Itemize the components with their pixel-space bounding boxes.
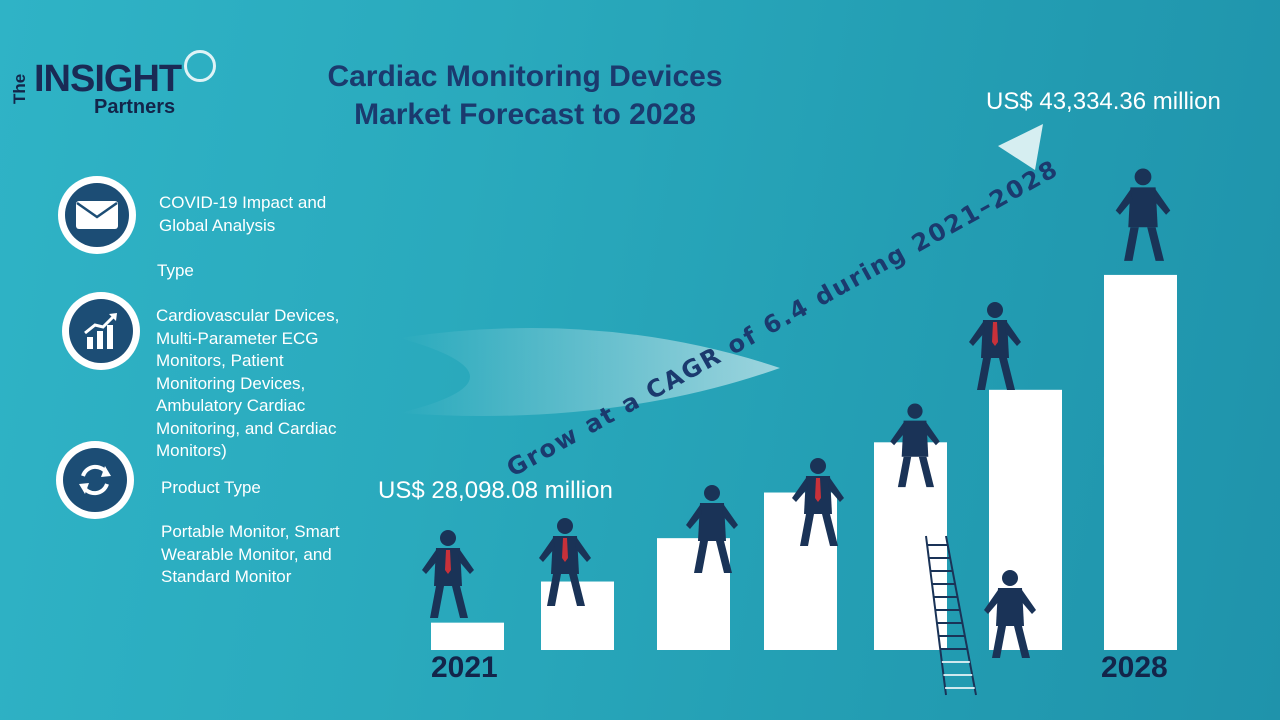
product-type-list: Portable Monitor, Smart Wearable Monitor…: [161, 521, 340, 589]
title-line-2: Market Forecast to 2028: [354, 98, 696, 131]
businessman-figure: [792, 458, 844, 546]
product-line: Portable Monitor, Smart: [161, 522, 340, 541]
bar-2021: [431, 622, 504, 650]
covid-icon-badge: [58, 176, 136, 254]
product-line: Wearable Monitor, and: [161, 544, 332, 564]
product-line: Standard Monitor: [161, 567, 292, 586]
bar-2028: [1104, 274, 1177, 650]
type-line: Monitoring Devices,: [156, 373, 306, 393]
business-figures: [422, 168, 1171, 696]
insight-partners-logo: The INSIGHT Partners: [8, 48, 218, 128]
page-title: Cardiac Monitoring Devices Market Foreca…: [290, 58, 760, 134]
title-line-1: Cardiac Monitoring Devices: [327, 60, 723, 93]
type-line: Ambulatory Cardiac: [156, 396, 306, 415]
logo-insight-text: INSIGHT: [34, 58, 182, 100]
businessman-figure: [984, 570, 1036, 658]
bar-2025: [874, 442, 947, 650]
swoosh-decoration: [400, 328, 780, 416]
refresh-cycle-icon: [79, 464, 111, 496]
type-line: Monitors): [156, 441, 227, 460]
businessman-figure: [422, 530, 474, 618]
type-line: Monitors, Patient: [156, 351, 284, 370]
businessman-figure: [539, 518, 591, 606]
ladder-icon: [925, 535, 977, 696]
covid-analysis-text: COVID-19 Impact and Global Analysis: [159, 192, 326, 237]
businessman-figure: [1115, 168, 1171, 261]
type-line: Multi-Parameter ECG: [156, 328, 319, 348]
envelope-icon: [76, 201, 118, 229]
product-icon-badge: [56, 441, 134, 519]
arrow-head-icon: [998, 124, 1043, 170]
businessman-figure: [686, 485, 738, 573]
logo-partners-text: Partners: [94, 96, 176, 118]
type-line: Monitoring, and Cardiac: [156, 418, 337, 438]
covid-line-1: COVID-19 Impact and: [159, 193, 327, 212]
end-year-label: 2028: [1101, 651, 1168, 684]
start-year-label: 2021: [431, 651, 498, 684]
type-icon-badge: [62, 292, 140, 370]
bar-series: [431, 274, 1177, 650]
growth-chart-icon: [84, 313, 117, 349]
type-line: Cardiovascular Devices,: [156, 306, 340, 325]
product-type-heading: Product Type: [161, 478, 261, 497]
logo-ring-icon: [184, 50, 216, 82]
businessman-figure: [969, 302, 1021, 390]
bar-2023: [657, 538, 730, 650]
type-heading: Type: [157, 261, 194, 280]
end-value-label: US$ 43,334.36 million: [986, 88, 1221, 115]
businessman-figure: [890, 403, 940, 488]
type-list: Cardiovascular Devices, Multi-Parameter …: [156, 305, 339, 463]
start-value-label: US$ 28,098.08 million: [378, 477, 613, 504]
covid-line-2: Global Analysis: [159, 215, 276, 235]
